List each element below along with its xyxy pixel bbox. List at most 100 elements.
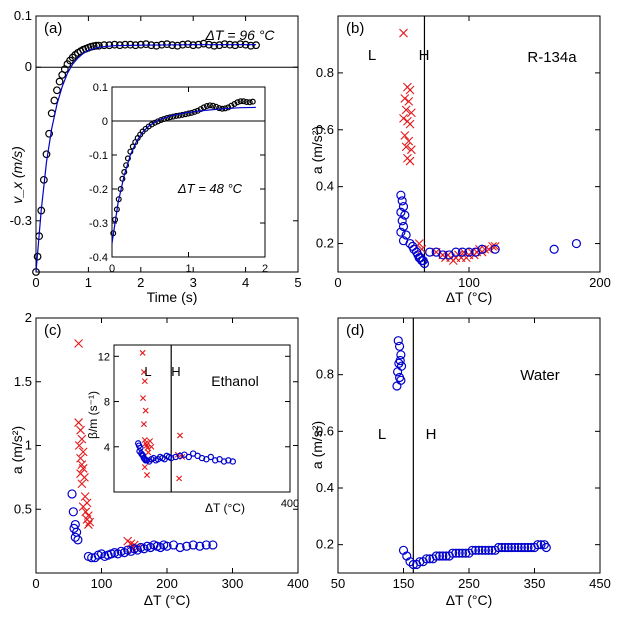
a-ytick-label: 0: [25, 59, 32, 74]
b-xtick-label: 0: [334, 275, 341, 290]
b-series1-point: [397, 196, 407, 206]
d-series0-point: [393, 367, 403, 377]
d-region-label-L: L: [378, 426, 386, 443]
b-series1-point: [490, 244, 500, 254]
a-xtick-label: 5: [294, 275, 301, 290]
a-inset-data-point: [176, 112, 183, 119]
b-ytick-label: 0.6: [316, 122, 334, 137]
b-series0-point: [400, 131, 410, 140]
c-series1-point: [67, 489, 77, 499]
d-ytick-label: 0.8: [316, 367, 334, 382]
c-series0-point: [81, 507, 91, 517]
a-inset-data-point: [246, 99, 253, 106]
b-series0-point: [405, 119, 415, 129]
a-inset-ytick-label: -0.1: [89, 150, 108, 162]
c-series1-point: [201, 540, 211, 550]
c-ytick-label: 0.5: [14, 501, 32, 516]
c-series0-point: [78, 502, 88, 512]
c-inset-region-label-L: L: [144, 364, 151, 379]
d-series0-point: [500, 542, 510, 553]
c-series0-point: [80, 492, 90, 501]
a-data-point: [105, 41, 114, 50]
a-data-point: [42, 150, 51, 159]
c-ytick-label: 1.5: [14, 374, 32, 389]
c-ylabel: a (m/s²): [9, 426, 25, 474]
d-series0-point: [393, 336, 403, 346]
b-region-label-L: L: [368, 47, 376, 64]
b-series0-point: [404, 96, 414, 106]
a-inset-xtick-label: 0: [109, 263, 115, 275]
a-data-point: [152, 41, 161, 50]
d-series0-point: [477, 545, 487, 555]
a-inset-ytick-label: -0.4: [89, 252, 108, 264]
a-inset-data-point: [185, 110, 192, 117]
a-data-point: [68, 53, 77, 62]
b-series0-point: [490, 242, 500, 251]
d-ytick-label: 0.4: [316, 480, 334, 495]
c-inset-series0-point: [141, 464, 148, 471]
a-inset-data-point: [197, 106, 204, 113]
d-region-label-H: H: [426, 426, 437, 443]
panel-a: 0 1 2 3 4 5 0.1 0 -0.3 (a) ΔT = 96 °C Time (s) v_x (…: [9, 8, 302, 305]
d-series0-point: [536, 540, 546, 550]
a-xlabel: Time (s): [147, 289, 198, 305]
d-series0-point: [396, 350, 406, 360]
a-frame: [35, 15, 299, 273]
a-inset-xtick-label: 2: [262, 263, 268, 275]
c-series0-point: [85, 517, 95, 527]
b-series1-point: [425, 247, 435, 257]
b-series1-point: [451, 247, 461, 257]
d-series0-point: [506, 542, 517, 553]
c-inset-series0-point: [147, 438, 154, 445]
c-series0-point: [74, 339, 83, 348]
c-xtick-label: 200: [156, 576, 178, 591]
a-inset-data-point: [249, 98, 256, 105]
b-series0-point: [399, 28, 408, 38]
c-inset-series0-point: [148, 443, 155, 450]
c-inset-series0-point: [141, 436, 148, 443]
b-series1-point: [396, 190, 406, 200]
c-inset-series0-point: [177, 432, 183, 439]
a-data-point: [199, 39, 208, 48]
d-ytick-label: 0.6: [316, 423, 334, 438]
c-inset-ytick-label: 4: [104, 442, 110, 454]
c-series0-point: [74, 441, 84, 450]
b-series1-point: [571, 238, 582, 249]
a-data-point: [100, 41, 109, 50]
c-xtick-label: 400: [287, 576, 309, 591]
c-inset-region-label-H: H: [171, 364, 180, 379]
c-inset-ylabel: β/m (s⁻¹): [86, 391, 100, 439]
b-series0-point: [404, 136, 414, 146]
d-series0-point: [467, 545, 477, 555]
a-data-point: [110, 40, 119, 49]
a-data-point: [50, 96, 59, 105]
d-series0-point: [457, 548, 468, 558]
d-xlabel: ΔT (°C): [446, 592, 493, 608]
c-ytick-label: 2: [25, 310, 32, 325]
d-xtick-label: 150: [393, 576, 415, 591]
b-series0-point: [401, 142, 411, 152]
a-inset-ytick-label: 0: [102, 116, 108, 128]
b-series1-point: [401, 230, 411, 240]
b-series1-point: [398, 221, 409, 232]
b-annotation: R-134a: [527, 49, 577, 66]
c-series1-point: [208, 540, 218, 550]
c-series0-point: [84, 520, 93, 529]
d-series0-point: [484, 545, 494, 555]
a-inset-data-point: [173, 112, 180, 119]
c-inset-ytick-label: 8: [104, 397, 110, 409]
a-data-point: [246, 41, 255, 50]
a-inset-data-point: [240, 98, 247, 105]
d-series0-point: [510, 542, 520, 553]
c-series0-point: [74, 418, 83, 427]
c-inset-series0-point: [139, 349, 146, 356]
c-inset-series1-point: [229, 458, 236, 465]
a-xtick-label: 4: [242, 275, 249, 290]
a-inset-data-point: [124, 155, 131, 162]
c-series0-point: [80, 472, 89, 482]
a-xtick-label: 0: [32, 275, 39, 290]
a-data-point: [53, 86, 61, 95]
d-series0-point: [520, 542, 530, 553]
c-inset-series0-point: [141, 378, 148, 385]
b-xtick-label: 200: [589, 275, 611, 290]
